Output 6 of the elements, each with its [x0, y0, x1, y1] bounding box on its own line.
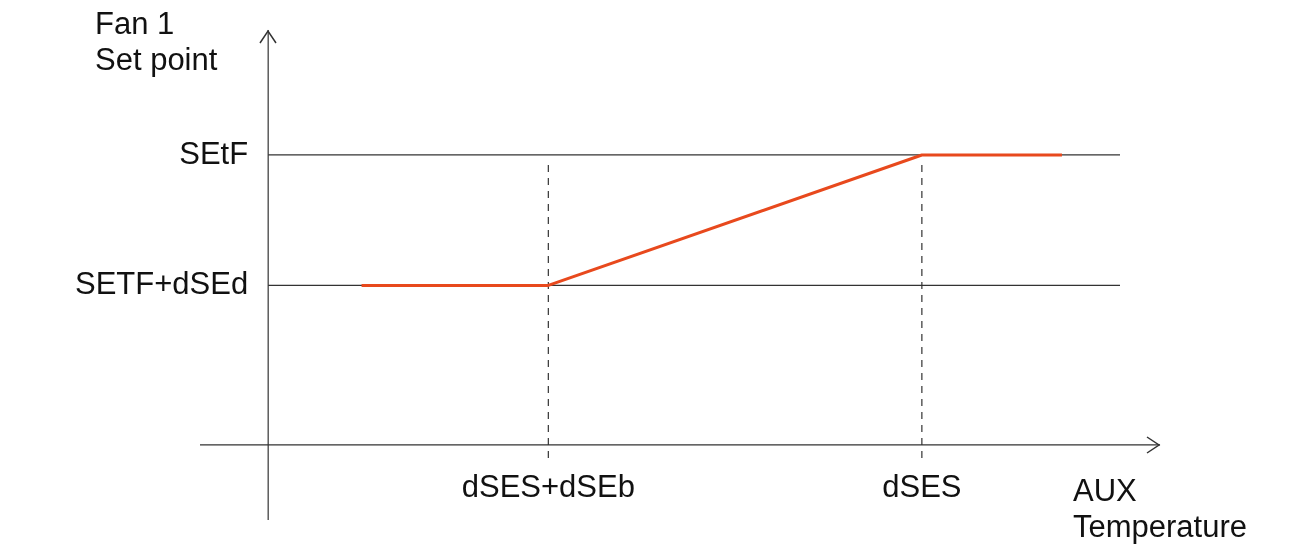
x-tick-label: dSES: [882, 468, 962, 504]
ref-line-label: SEtF: [179, 135, 249, 171]
x-axis-title: AUX Temperature: [1073, 472, 1248, 545]
x-tick-label: dSES+dSEb: [461, 468, 635, 504]
ref-line-label: SETF+dSEd: [75, 265, 249, 301]
y-axis-title: Fan 1 Set point: [95, 6, 218, 78]
